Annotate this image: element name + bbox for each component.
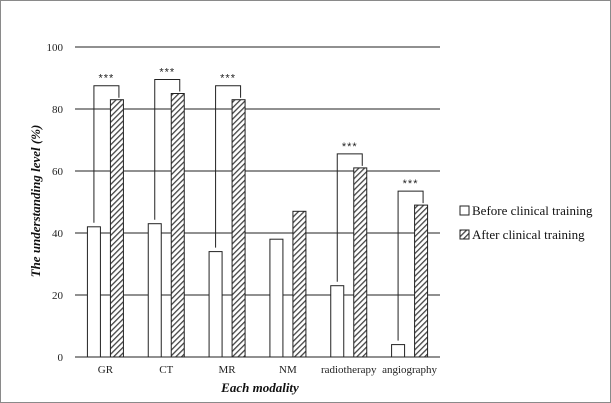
x-category-label: angiography [382,364,437,376]
gridlines [75,46,440,358]
x-category-label: GR [98,364,114,376]
legend-label-before: Before clinical training [472,203,593,218]
significance-bracket-radiotherapy [336,153,363,282]
bar-after-NM [292,210,307,358]
bar-after-angiography [414,204,429,358]
bar-before-MR [208,251,223,358]
y-tick-label: 100 [47,42,64,54]
significance-bracket-MR [215,85,242,248]
significance-label: *** [220,73,236,85]
y-tick-label: 60 [52,166,64,178]
bar-before-NM [269,238,284,358]
x-category-label: MR [219,364,237,376]
significance-label: *** [403,178,419,190]
bars [86,93,429,358]
legend-swatch-after [459,229,470,240]
y-axis-label: The understanding level (%) [28,125,43,278]
legend-swatch-before [459,205,470,216]
significance-bracket-angiography [397,190,424,341]
x-category-label: NM [279,364,297,376]
bar-after-radiotherapy [353,167,368,358]
bar-before-angiography [391,344,406,358]
legend-label-after: After clinical training [472,227,585,242]
y-tick-label: 80 [52,104,64,116]
x-category-label: CT [159,364,173,376]
x-category-label: radiotherapy [321,364,377,376]
y-tick-labels: 0 20 40 60 80 100 [47,42,64,364]
significance-bracket-CT [154,79,181,220]
y-tick-label: 0 [58,352,64,364]
y-tick-label: 40 [52,228,64,240]
significance-label: *** [98,73,114,85]
legend: Before clinical training After clinical … [459,203,593,242]
x-category-labels: GR CT MR NM radiotherapy angiography [98,364,438,376]
significance-label: *** [159,67,175,79]
significance-brackets: *** *** *** *** *** [93,67,424,341]
bar-before-CT [147,223,162,358]
y-tick-label: 20 [52,290,64,302]
bar-before-GR [86,226,101,358]
bar-before-radiotherapy [330,285,345,358]
significance-bracket-GR [93,85,120,223]
bar-after-MR [231,99,246,358]
x-axis-label: Each modality [220,380,299,395]
significance-label: *** [342,141,358,153]
bar-after-CT [170,93,185,358]
bar-after-GR [109,99,124,358]
